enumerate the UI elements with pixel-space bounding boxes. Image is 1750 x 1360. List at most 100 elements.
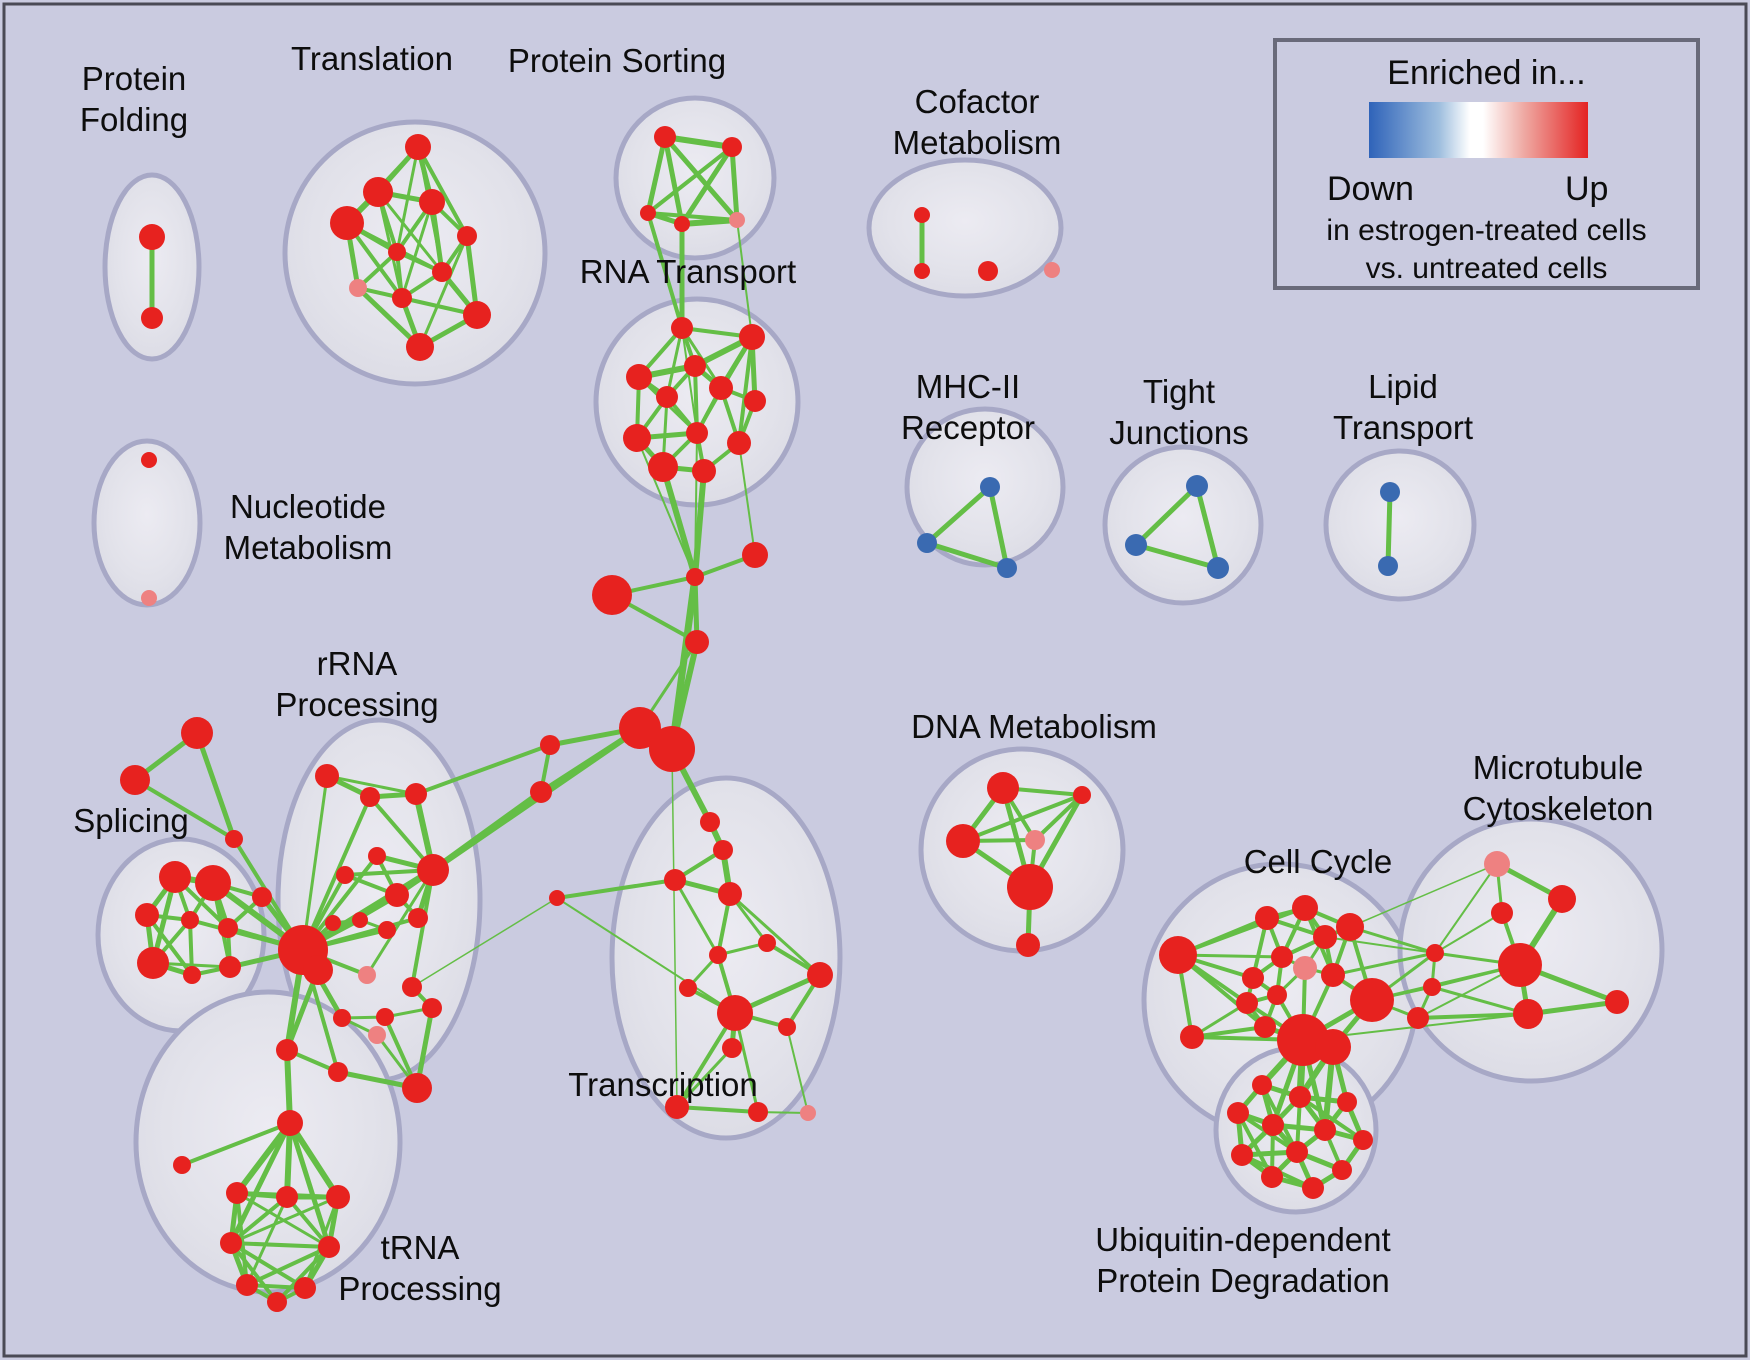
network-node-up (1007, 864, 1053, 910)
cluster-label-rna-transport: RNA Transport (580, 253, 796, 290)
network-edge (692, 468, 707, 580)
network-edge (133, 778, 236, 841)
network-node-up (328, 1062, 348, 1082)
network-node-up (1313, 925, 1337, 949)
network-node-up (220, 1232, 242, 1254)
network-node-up (137, 947, 169, 979)
network-node-up (1180, 1025, 1204, 1049)
network-node-up (700, 812, 720, 832)
cluster-label-nucleotide-metabolism: Nucleotide Metabolism (224, 488, 393, 566)
network-node-up (914, 207, 930, 223)
network-edge (961, 793, 1084, 843)
network-node-up (402, 1073, 432, 1103)
network-node-up (422, 998, 442, 1018)
network-edge (355, 285, 423, 350)
network-edge (1033, 793, 1084, 842)
network-node-up (1254, 1016, 1276, 1038)
network-node-up (648, 452, 678, 482)
network-edge (665, 326, 684, 399)
network-node-weak-up (1293, 956, 1317, 980)
network-node-up (718, 882, 742, 906)
network-node-up (1513, 999, 1543, 1029)
network-edge (675, 1046, 734, 1109)
network-node-weak-up (1484, 851, 1510, 877)
network-node-up (742, 542, 768, 568)
network-node-up (352, 912, 368, 928)
network-node-up (277, 1110, 303, 1136)
cluster-ellipse-cofactor-metabolism (866, 157, 1064, 299)
network-node-up (402, 977, 422, 997)
network-node-up (914, 263, 930, 279)
network-node-up (360, 787, 380, 807)
legend-caption-line1: in estrogen-treated cells (1326, 214, 1647, 247)
network-node-up (1321, 963, 1345, 987)
network-node-weak-up (349, 279, 367, 297)
network-node-up (252, 887, 272, 907)
network-edge (556, 897, 736, 1014)
legend-box: Enriched in... Down Up in estrogen-treat… (1273, 38, 1700, 290)
network-edge (325, 774, 418, 796)
network-node-up (665, 1095, 689, 1119)
cluster-ellipse-lipid-transport (1323, 448, 1477, 602)
cluster-label-rrna-processing: rRNA Processing (275, 645, 438, 723)
network-node-up (378, 921, 396, 939)
network-node-up (1491, 902, 1513, 924)
cluster-label-dna-metabolism: DNA Metabolism (911, 708, 1157, 745)
network-node-up (1605, 990, 1629, 1014)
network-node-up (1255, 906, 1279, 930)
network-edge (662, 134, 740, 223)
network-node-up (1423, 978, 1441, 996)
network-node-up (432, 262, 452, 282)
network-node-up (656, 386, 678, 408)
network-node-up (330, 206, 364, 240)
network-node-up (141, 307, 163, 329)
network-edge (411, 897, 558, 988)
network-node-up (1426, 944, 1444, 962)
network-node-up (692, 459, 716, 483)
network-edge (400, 200, 434, 300)
network-edge (662, 134, 735, 150)
cluster-ellipse-trna-processing (133, 989, 403, 1295)
cluster-label-splicing: Splicing (73, 802, 189, 839)
legend-gradient-bar (1369, 102, 1588, 158)
network-node-up (946, 824, 980, 858)
network-edge (1194, 483, 1221, 571)
network-edge (679, 144, 735, 227)
network-node-up (671, 317, 693, 339)
network-node-up (987, 772, 1019, 804)
network-edge (987, 484, 1010, 571)
network-edge (416, 145, 469, 238)
network-node-up (1236, 992, 1258, 1014)
network-node-up (1498, 943, 1542, 987)
network-edge (194, 730, 237, 842)
network-node-up (294, 1277, 316, 1299)
network-node-up (674, 216, 690, 232)
network-node-up (739, 324, 765, 350)
network-edge (1434, 912, 1503, 954)
network-edge (287, 1120, 341, 1200)
network-node-up (640, 205, 656, 221)
network-node-up (758, 934, 776, 952)
network-node-up (408, 908, 428, 928)
network-node-up (388, 243, 406, 261)
network-edge (924, 540, 1010, 571)
network-node-up (1548, 885, 1576, 913)
network-edge (646, 145, 734, 215)
network-node-down (1380, 482, 1400, 502)
network-node-up (303, 955, 333, 985)
network-node-up (686, 422, 708, 444)
network-edge (275, 1245, 331, 1304)
network-node-weak-up (368, 1026, 386, 1044)
network-node-up (1353, 1130, 1373, 1150)
network-node-up (181, 717, 213, 749)
network-node-weak-up (141, 590, 157, 606)
network-edge (229, 1241, 307, 1290)
network-node-up (686, 568, 704, 586)
network-node-up (1407, 1007, 1429, 1029)
network-edge (234, 1120, 293, 1196)
network-node-up (368, 847, 386, 865)
network-edge (646, 211, 684, 330)
network-node-up (778, 1018, 796, 1036)
network-node-up (623, 424, 651, 452)
